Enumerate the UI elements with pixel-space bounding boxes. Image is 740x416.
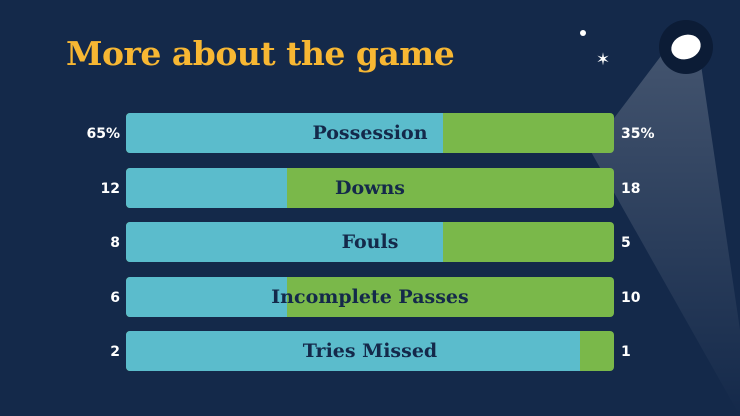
right-value: 5 <box>621 235 631 251</box>
stat-label: Fouls <box>341 231 399 253</box>
stat-bar: Downs <box>126 168 614 208</box>
stat-row-downs: 12 Downs 18 <box>0 168 740 210</box>
right-value: 18 <box>621 181 641 197</box>
left-segment <box>126 168 288 208</box>
left-value: 2 <box>110 344 120 360</box>
star-dot-icon <box>580 30 586 36</box>
right-value: 1 <box>621 344 631 360</box>
stat-row-tries-missed: 2 Tries Missed 1 <box>0 331 740 373</box>
left-value: 8 <box>110 235 120 251</box>
stat-bar: Tries Missed <box>126 331 614 371</box>
stat-bar: Incomplete Passes <box>126 277 614 317</box>
stat-row-fouls: 8 Fouls 5 <box>0 222 740 264</box>
right-value: 10 <box>621 290 641 306</box>
left-segment <box>126 331 580 371</box>
left-value: 12 <box>100 181 120 197</box>
stat-label: Tries Missed <box>302 340 438 362</box>
stat-label: Possession <box>312 122 428 144</box>
stat-bar: Possession <box>126 113 614 153</box>
page-title: More about the game <box>66 34 455 73</box>
stat-bar: Fouls <box>126 222 614 262</box>
stat-row-incomplete-passes: 6 Incomplete Passes 10 <box>0 277 740 319</box>
spotlight-lamp-ring <box>659 20 713 74</box>
stat-row-possession: 65% Possession 35% <box>0 113 740 155</box>
left-value: 65% <box>86 126 120 142</box>
spotlight-lamp-light <box>671 34 701 60</box>
right-value: 35% <box>621 126 655 142</box>
left-segment <box>126 113 444 153</box>
left-segment <box>126 277 288 317</box>
left-segment <box>126 222 444 262</box>
star-icon: ✶ <box>596 50 610 70</box>
stat-label: Incomplete Passes <box>271 286 469 308</box>
stat-label: Downs <box>334 177 406 199</box>
left-value: 6 <box>110 290 120 306</box>
